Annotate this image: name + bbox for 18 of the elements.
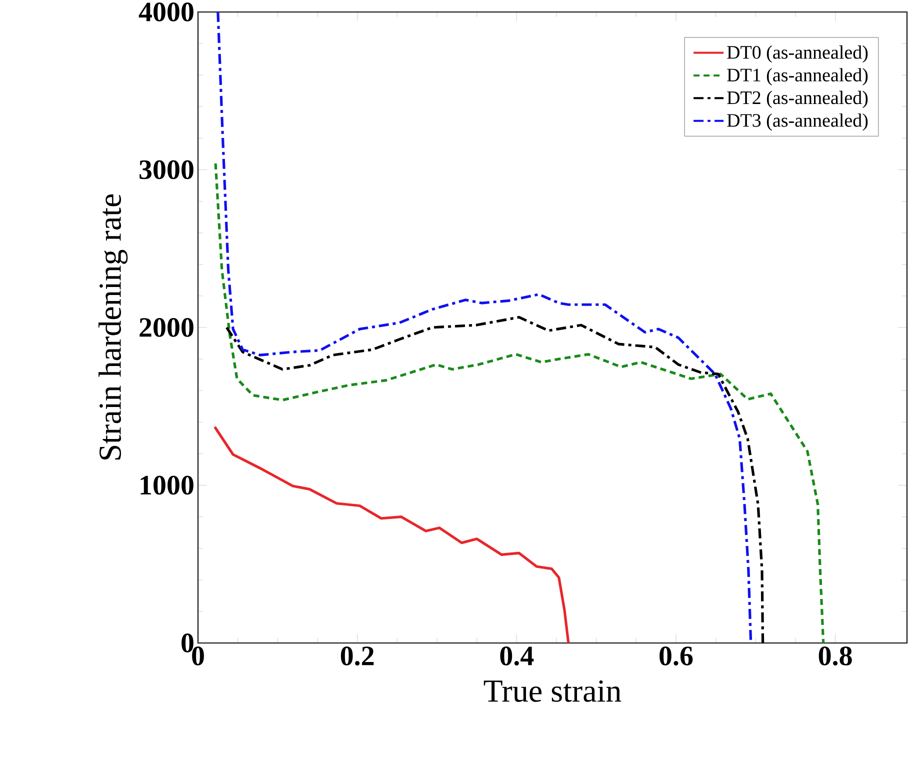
y-tick-label: 4000: [138, 2, 194, 22]
line-series: [225, 316, 764, 643]
line-series: [214, 162, 825, 643]
x-tick-label: 0.4: [500, 646, 534, 666]
legend-label: DT0 (as-annealed): [727, 45, 868, 63]
x-tick-label: 0.2: [340, 646, 374, 666]
x-axis-title: True strain: [484, 680, 622, 702]
legend-label: DT1 (as-annealed): [727, 68, 868, 86]
y-axis-title: Strain hardening rate: [98, 194, 128, 460]
y-tick-label: 3000: [140, 160, 194, 180]
y-tick-label: 1000: [140, 476, 194, 495]
x-tick-label: 0.8: [818, 646, 852, 666]
y-tick-label: 2000: [140, 318, 194, 337]
x-tick-label: 0.6: [660, 646, 693, 666]
legend-label: DT3 (as-annealed): [727, 113, 868, 131]
legend-label: DT2 (as-annealed): [727, 90, 868, 108]
y-tick-label: 0: [182, 634, 194, 652]
line-series: [213, 426, 570, 643]
